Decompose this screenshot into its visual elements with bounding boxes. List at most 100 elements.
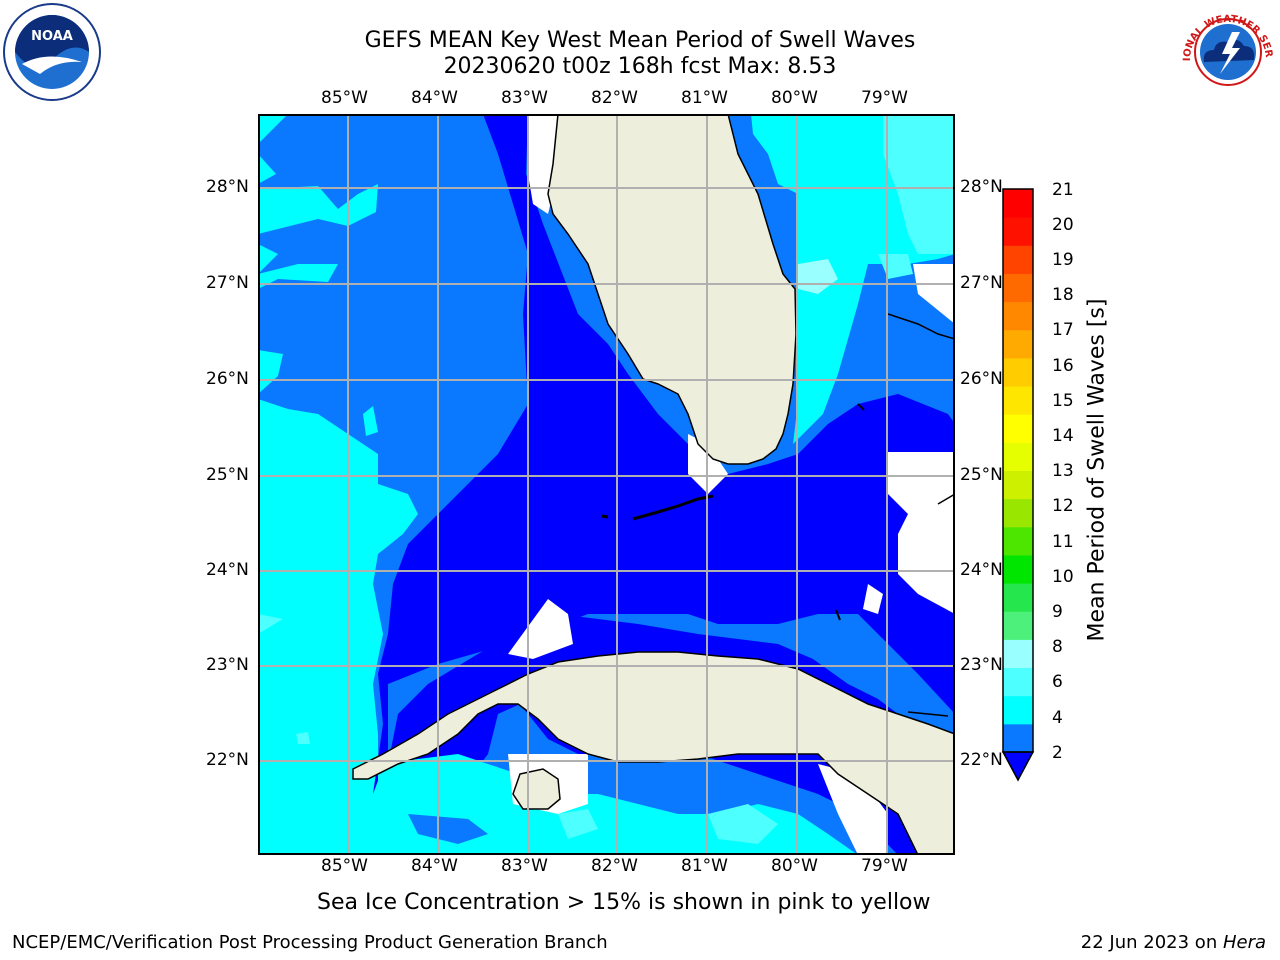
field-mid-blue-south (408, 814, 488, 844)
map-gridlines (258, 114, 955, 855)
mask-white-east (888, 452, 955, 614)
cuba-cays-north (907, 711, 949, 717)
field-cyan-islet (363, 406, 378, 436)
mask-white-east2 (863, 584, 883, 614)
top-lon-label: 82°W (591, 88, 638, 108)
right-lat-label: 22°N (960, 750, 1003, 770)
colorbar-tick: 12 (1052, 496, 1074, 516)
colorbar-tick: 14 (1052, 426, 1074, 446)
colorbar-tick: 20 (1052, 215, 1074, 235)
colorbar-extend-arrow (1001, 751, 1035, 782)
mask-white-4 (913, 264, 955, 324)
colorbar-tick: 9 (1052, 602, 1063, 622)
field-cyan-w1 (258, 154, 276, 184)
field-cyan-w5 (258, 350, 283, 394)
colorbar-block (1003, 414, 1033, 443)
isla-juventud-land (512, 768, 561, 810)
top-lon-label: 85°W (321, 88, 368, 108)
right-lat-label: 24°N (960, 560, 1003, 580)
bottom-lon-label: 79°W (861, 856, 908, 876)
colorbar-tick: 15 (1052, 391, 1074, 411)
colorbar-tick: 10 (1052, 567, 1074, 587)
right-lat-label: 23°N (960, 655, 1003, 675)
field-lightcyan-w2 (296, 732, 310, 744)
colorbar-tick: 8 (1052, 637, 1063, 657)
colorbar-block (1003, 470, 1033, 500)
colorbar-block (1003, 189, 1033, 218)
bottom-lon-label: 83°W (501, 856, 548, 876)
left-lat-label: 27°N (206, 273, 249, 293)
left-lat-label: 26°N (206, 369, 249, 389)
colorbar-block (1003, 357, 1033, 387)
colorbar-block (1003, 611, 1033, 640)
colorbar-block (1003, 526, 1033, 556)
colorbar-tick: 18 (1052, 285, 1074, 305)
bottom-lon-label: 81°W (681, 856, 728, 876)
field-lightcyan-atlantic (883, 114, 955, 254)
field-lightcyan-w (258, 614, 283, 634)
colorbar-tick: 19 (1052, 250, 1074, 270)
right-lat-label: 25°N (960, 465, 1003, 485)
colorbar-block (1003, 245, 1033, 274)
colorbar-block (1003, 723, 1033, 753)
bottom-lon-label: 84°W (411, 856, 458, 876)
colorbar-blocks (1003, 189, 1033, 753)
footer-date: 22 Jun 2023 on Hera (1081, 932, 1266, 953)
colorbar-block (1003, 442, 1033, 471)
colorbar-frame (1002, 188, 1034, 753)
noaa-logo: NOAA (3, 3, 101, 101)
noaa-logo-text: NOAA (31, 29, 73, 44)
footer-branch: NCEP/EMC/Verification Post Processing Pr… (12, 932, 608, 953)
colorbar-tick: 13 (1052, 461, 1074, 481)
mask-white-6 (818, 764, 888, 855)
colorbar-block (1003, 329, 1033, 359)
bottom-lon-label: 82°W (591, 856, 638, 876)
colorbar-tick: 21 (1052, 180, 1074, 200)
map-frame (258, 114, 955, 855)
footer-date-text: 22 Jun 2023 on (1080, 932, 1223, 953)
field-palecyan-atlantic (798, 259, 838, 294)
swell-period-map (258, 114, 955, 855)
bahamas-islands-north (887, 313, 955, 340)
top-lon-label: 79°W (861, 88, 908, 108)
colorbar-block (1003, 273, 1033, 303)
left-lat-label: 23°N (206, 655, 249, 675)
sea-ice-note: Sea Ice Concentration > 15% is shown in … (317, 890, 931, 915)
colorbar-tick: 6 (1052, 672, 1063, 692)
top-lon-label: 80°W (771, 88, 818, 108)
colorbar-block (1003, 583, 1033, 612)
field-deep-blue (373, 114, 955, 794)
bottom-lon-label: 85°W (321, 856, 368, 876)
colorbar-block (1003, 667, 1033, 697)
cay-sal (835, 609, 841, 621)
left-lat-label: 22°N (206, 750, 249, 770)
footer-host: Hera (1222, 932, 1266, 953)
cuba-land (352, 651, 955, 855)
top-lon-label: 81°W (681, 88, 728, 108)
colorbar-block (1003, 386, 1033, 415)
florida-land (547, 114, 797, 465)
top-lon-label: 83°W (501, 88, 548, 108)
field-lightcyan-south2 (708, 804, 778, 844)
florida-keys (632, 494, 714, 521)
bahamas-islands-east (937, 493, 955, 505)
colorbar-tick: 17 (1052, 320, 1074, 340)
bahamas-islet (857, 403, 865, 411)
top-lon-label: 84°W (411, 88, 458, 108)
colorbar-tick: 2 (1052, 743, 1063, 763)
map-subtitle: 20230620 t00z 168h fcst Max: 8.53 (443, 54, 837, 79)
colorbar-block (1003, 695, 1033, 725)
field-cyan-w3 (258, 244, 278, 274)
bottom-lon-label: 80°W (771, 856, 818, 876)
map-title: GEFS MEAN Key West Mean Period of Swell … (364, 28, 916, 53)
colorbar-block (1003, 217, 1033, 246)
colorbar-tick: 16 (1052, 356, 1074, 376)
colorbar-label: Mean Period of Swell Waves [s] (1084, 298, 1110, 642)
field-cyan-w4 (258, 264, 338, 289)
right-lat-label: 26°N (960, 369, 1003, 389)
nws-logo: NATIONAL WEATHER SERVICE (1178, 2, 1276, 100)
colorbar-tick: 11 (1052, 532, 1074, 552)
mask-white-3 (508, 599, 573, 659)
colorbar-block (1003, 639, 1033, 669)
left-lat-label: 25°N (206, 465, 249, 485)
